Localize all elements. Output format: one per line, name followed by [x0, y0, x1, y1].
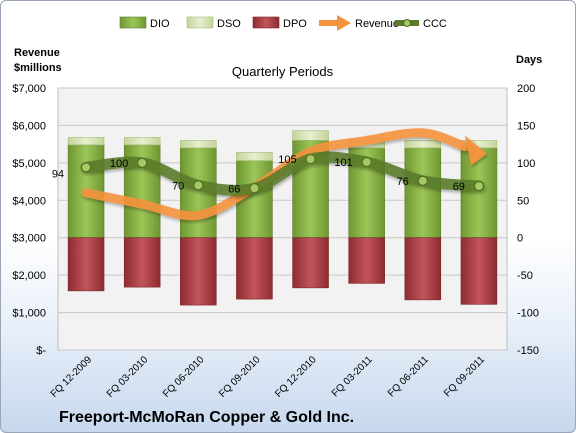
- ccc-line: [80, 151, 485, 196]
- company-name: Freeport-McMoRan Copper & Gold Inc.: [59, 409, 354, 426]
- bar-dpo: [123, 237, 161, 288]
- left-tick-label: $-: [36, 345, 46, 357]
- x-tick-label: FQ 09-2010: [217, 354, 263, 400]
- left-tick-label: $2,000: [12, 270, 46, 282]
- left-tick-label: $7,000: [12, 83, 46, 95]
- ccc-marker: [137, 157, 148, 168]
- right-tick-label: 150: [517, 120, 535, 132]
- left-axis-title: Revenue: [14, 47, 60, 59]
- x-tick-label: FQ 06-2010: [161, 354, 207, 400]
- ccc-data-label: 76: [397, 176, 409, 188]
- revenue-arrowhead: [464, 135, 487, 166]
- bar-dso: [123, 137, 161, 146]
- left-tick-label: $1,000: [12, 308, 46, 320]
- bar-dpo: [292, 237, 329, 289]
- x-tick-label: FQ 12-2010: [273, 354, 319, 400]
- ccc-marker: [473, 181, 484, 192]
- bar-dso: [67, 137, 105, 146]
- legend-swatch-dso: [186, 16, 214, 29]
- ccc-data-label: 101: [334, 157, 352, 169]
- chart-title: Quarterly Periods: [232, 64, 334, 79]
- legend-arrowhead: [337, 15, 351, 31]
- x-tick-label: FQ 03-2010: [105, 354, 151, 400]
- bar-dso: [404, 140, 442, 149]
- bar-dio: [460, 147, 498, 239]
- right-tick-label: 50: [517, 195, 529, 207]
- legend-swatch-dio: [119, 16, 147, 29]
- right-tick-label: -50: [517, 270, 533, 282]
- ccc-data-label: 100: [110, 158, 128, 170]
- ccc-data-label: 94: [52, 168, 64, 180]
- ccc-marker: [81, 162, 92, 173]
- legend-swatch-dpo: [252, 16, 280, 29]
- ccc-data-label: 70: [172, 180, 184, 192]
- bar-dso: [292, 130, 329, 141]
- bar-dso: [236, 152, 273, 161]
- ccc-data-label: 105: [278, 154, 296, 166]
- legend-label-ccc: CCC: [423, 18, 447, 30]
- right-axis-title: Days: [516, 54, 542, 66]
- x-tick-label: FQ 03-2011: [330, 354, 375, 399]
- bar-dpo: [348, 237, 385, 284]
- x-tick-label: FQ 12-2009: [49, 354, 95, 400]
- left-axis-title: $millions: [14, 62, 62, 74]
- left-tick-label: $5,000: [12, 158, 46, 170]
- right-tick-label: -150: [517, 345, 539, 357]
- right-tick-label: 100: [517, 158, 535, 170]
- right-tick-label: -100: [517, 308, 539, 320]
- legend-label-dpo: DPO: [283, 18, 307, 30]
- ccc-data-label: 69: [453, 181, 465, 193]
- bar-dpo: [67, 237, 105, 292]
- bar-dso: [180, 140, 217, 149]
- ccc-data-label: 66: [228, 183, 240, 195]
- ccc-marker: [249, 183, 260, 194]
- bar-dpo: [404, 237, 442, 301]
- legend-label-revenue: Revenue: [355, 18, 399, 30]
- left-tick-label: $4,000: [12, 195, 46, 207]
- left-tick-label: $6,000: [12, 120, 46, 132]
- ccc-marker: [305, 154, 316, 165]
- x-tick-label: FQ 06-2011: [386, 354, 431, 399]
- left-tick-label: $3,000: [12, 233, 46, 245]
- bar-dpo: [180, 237, 217, 306]
- legend-marker-ccc: [403, 19, 411, 27]
- bar-dpo: [236, 237, 273, 300]
- bar-dpo: [460, 237, 498, 305]
- ccc-marker: [193, 180, 204, 191]
- legend-label-dio: DIO: [150, 18, 170, 30]
- legend-label-dso: DSO: [217, 18, 241, 30]
- right-tick-label: 0: [517, 233, 523, 245]
- ccc-marker: [361, 157, 372, 168]
- x-tick-label: FQ 09-2011: [442, 354, 487, 399]
- ccc-marker: [417, 175, 428, 186]
- right-tick-label: 200: [517, 83, 535, 95]
- bar-dio: [404, 147, 442, 239]
